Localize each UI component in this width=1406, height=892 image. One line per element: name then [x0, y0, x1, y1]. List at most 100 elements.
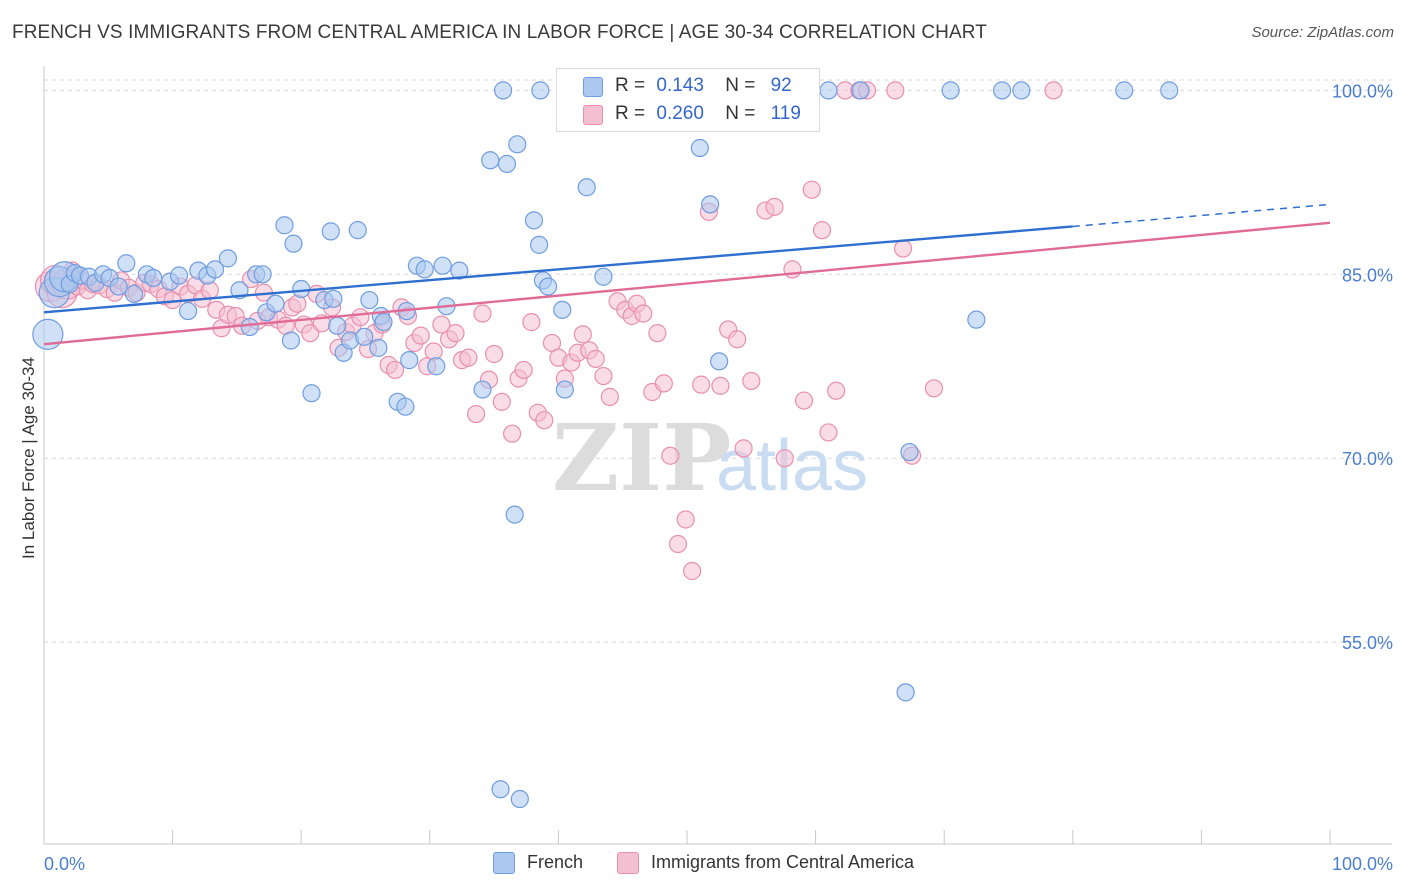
point-french: [531, 81, 550, 100]
point-immigrants: [734, 439, 753, 458]
point-immigrants: [654, 374, 673, 393]
point-immigrants: [742, 371, 761, 391]
chart-title: FRENCH VS IMMIGRANTS FROM CENTRAL AMERIC…: [12, 22, 987, 43]
point-french: [355, 327, 374, 346]
trend-lines: [43, 203, 1331, 346]
point-immigrants: [492, 392, 511, 411]
point-french: [555, 380, 574, 399]
point-french: [32, 318, 64, 350]
point-french: [433, 256, 452, 275]
point-french: [539, 277, 558, 296]
point-immigrants: [485, 344, 504, 364]
point-french: [900, 442, 919, 462]
point-immigrants: [692, 375, 711, 394]
point-french: [1012, 81, 1031, 100]
point-immigrants: [775, 449, 794, 468]
point-french: [710, 352, 729, 371]
point-immigrants: [586, 349, 605, 368]
point-french: [553, 300, 572, 319]
point-french: [328, 316, 347, 335]
point-french: [530, 235, 549, 254]
point-immigrants: [600, 387, 619, 406]
legend-french-r-value: 0.143: [656, 75, 704, 96]
axis-labels: 55.0% 70.0% 85.0% 100.0% 0.0% 100.0%: [44, 81, 1393, 874]
legend-swatch-french: [583, 77, 603, 97]
legend-immigrants-r-label: R =: [615, 103, 646, 124]
point-immigrants: [886, 81, 905, 100]
legend-french-n-value: 92: [770, 75, 792, 96]
point-french: [992, 81, 1012, 100]
y-tick-label: 100.0%: [1332, 81, 1393, 101]
axes: [43, 66, 1392, 845]
watermark-atlas: atlas: [716, 426, 868, 506]
point-french: [967, 310, 986, 329]
point-immigrants: [827, 381, 846, 400]
point-immigrants: [535, 411, 554, 430]
point-french: [324, 289, 343, 308]
legend-immigrants-n-label: N =: [725, 103, 756, 124]
point-french: [144, 268, 163, 288]
point-french: [275, 216, 294, 235]
point-french: [497, 154, 517, 174]
point-immigrants: [711, 376, 730, 395]
point-french: [292, 279, 311, 299]
point-immigrants: [794, 391, 814, 410]
point-french: [369, 338, 388, 357]
point-french: [360, 290, 379, 310]
point-immigrants: [522, 313, 541, 332]
point-french: [473, 380, 492, 399]
point-french: [690, 138, 709, 158]
x-tick-label-min: 0.0%: [44, 854, 85, 874]
point-immigrants: [411, 326, 430, 345]
point-immigrants: [385, 360, 405, 380]
point-immigrants: [594, 366, 613, 386]
point-french: [577, 178, 596, 197]
legend-immigrants-r-value: 0.260: [656, 103, 704, 124]
point-french: [450, 261, 469, 280]
bottom-legend-immigrants-label: Immigrants from Central America: [651, 852, 915, 872]
point-french: [508, 135, 527, 154]
bottom-legend-swatch-french: [493, 852, 515, 875]
point-immigrants: [634, 304, 653, 323]
point-immigrants: [446, 324, 465, 343]
chart-source: Source: ZipAtlas.com: [1251, 24, 1394, 41]
point-french: [396, 397, 415, 416]
point-immigrants: [893, 239, 913, 258]
legend-french-r-label: R =: [615, 75, 646, 96]
point-french: [321, 222, 340, 241]
bottom-legend-swatch-immigrants: [617, 852, 639, 875]
point-french: [205, 260, 225, 279]
bottom-legend-immigrants: Immigrants from Central America: [617, 852, 914, 876]
point-immigrants: [573, 325, 592, 344]
point-french: [240, 317, 259, 337]
y-tick-label: 85.0%: [1342, 265, 1393, 285]
point-immigrants: [473, 304, 492, 323]
point-french: [505, 505, 524, 524]
point-french: [178, 301, 198, 321]
point-immigrants: [668, 534, 688, 554]
point-immigrants: [728, 330, 747, 349]
point-immigrants: [200, 281, 219, 300]
point-immigrants: [301, 324, 320, 343]
y-tick-label: 55.0%: [1342, 633, 1393, 653]
point-french: [1160, 81, 1179, 100]
point-french: [281, 331, 301, 350]
bottom-legend-french-label: French: [527, 852, 584, 872]
point-french: [415, 260, 434, 279]
point-french: [124, 284, 144, 304]
legend-french-n-label: N =: [725, 75, 756, 96]
point-immigrants: [924, 379, 944, 398]
point-french: [819, 81, 838, 100]
point-immigrants: [459, 348, 478, 367]
point-immigrants: [765, 197, 784, 216]
point-french: [109, 277, 128, 296]
point-immigrants: [802, 180, 821, 199]
point-immigrants: [503, 424, 522, 443]
point-immigrants: [812, 221, 832, 240]
point-immigrants: [432, 315, 451, 334]
point-immigrants: [466, 404, 486, 424]
point-french: [427, 357, 446, 376]
y-axis-label: In Labor Force | Age 30-34: [19, 357, 38, 559]
bottom-legend-french: French: [493, 852, 583, 876]
